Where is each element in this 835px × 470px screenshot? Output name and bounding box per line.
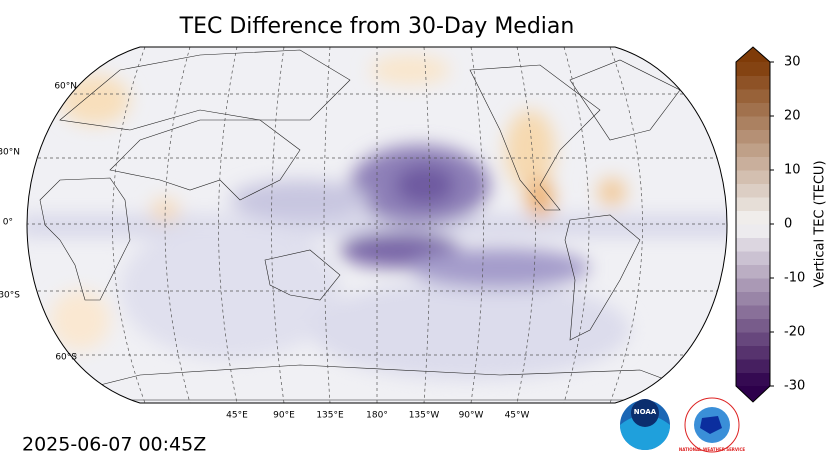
colorbar-label: Vertical TEC (TECU) [813,160,828,287]
colorbar-tick-label: 20 [784,109,801,124]
colorbar-tick-label: 0 [784,217,792,232]
colorbar-segment [736,210,770,225]
noaa-logo: NOAA [620,399,670,450]
lon-label: 45°W [505,411,530,421]
lat-label: 30°N [0,148,20,158]
title: TEC Difference from 30-Day Median [179,14,575,39]
colorbar-segment [736,305,770,319]
nws-text: NATIONAL WEATHER SERVICE [679,447,746,452]
colorbar-segment [736,291,770,306]
map-border [26,46,728,404]
lat-label: 30°S [0,291,20,301]
colorbar-segment [736,116,770,130]
colorbar-segment [736,143,770,157]
colorbar-tick-label: -20 [784,325,805,340]
colorbar-segment [736,332,770,346]
colorbar-segment [736,89,770,103]
colorbar-segment [736,224,770,238]
colorbar-segment [736,102,770,117]
colorbar-extend-max [736,47,770,62]
colorbar-segment [736,75,770,90]
colorbar-segment [736,318,770,333]
colorbar-segment [736,170,770,184]
colorbar-segment [736,129,770,144]
nws-logo: NATIONAL WEATHER SERVICE [679,397,746,453]
colorbar-tick-label: -10 [784,271,805,286]
lon-label: 90°W [459,411,484,421]
colorbar-segment [736,183,770,198]
colorbar-segment [736,372,770,387]
lon-label: 45°E [226,411,248,421]
graticule [27,47,727,403]
lon-label: 135°W [409,411,440,421]
colorbar-tick-label: -30 [784,379,805,394]
lat-label: 60°N [54,82,77,92]
colorbar-segment [736,359,770,373]
map [27,47,727,403]
lon-label: 135°E [316,411,344,421]
colorbar-segment [736,345,770,360]
colorbar-tick-label: 30 [784,55,801,70]
lat-label: 60°S [55,353,77,363]
colorbar-segment [736,156,770,171]
lon-label: 180° [366,411,388,421]
colorbar-extend-min [736,386,770,402]
lon-label: 90°E [273,411,295,421]
colorbar-segment [736,264,770,279]
colorbar-segment [736,278,770,292]
timestamp: 2025-06-07 00:45Z [22,434,206,456]
colorbar-tick-label: 10 [784,163,801,178]
colorbar-segment [736,251,770,265]
lat-label: 0° [3,218,13,228]
colorbar-segment [736,237,770,252]
colorbar-segment [736,62,770,76]
noaa-text: NOAA [634,408,657,416]
colorbar-segment [736,197,770,211]
